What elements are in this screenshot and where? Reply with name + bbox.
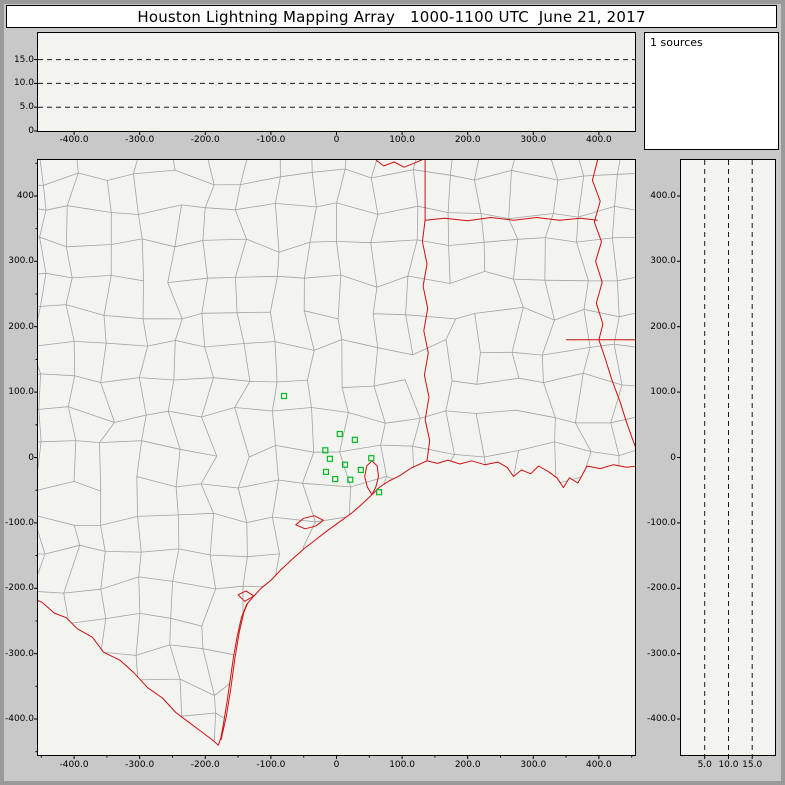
tick-label: 0 [28,126,34,136]
tick-label: 100.0 [389,760,415,770]
altitude-ns-panel[interactable] [677,159,776,759]
tick-label: 10.0 [13,78,34,89]
sources-count-panel: 1 sources [644,32,779,150]
plan-view-map-panel[interactable] [34,159,636,759]
tick-label: -100.0 [256,135,286,145]
lma-station-marker [347,476,354,483]
tick-label: 300.0 [8,256,34,267]
tick-label: 15.0 [742,760,763,770]
tick-label: -200.0 [4,583,34,594]
barrier-island [220,602,249,741]
state-border [375,160,422,168]
page-title: Houston Lightning Mapping Array 1000-110… [137,7,646,26]
tick-label: 400.0 [586,760,612,770]
lma-station-marker [336,430,343,438]
state-border [421,220,431,461]
tick-label: 0 [28,452,34,463]
county-boundaries [38,160,635,746]
tick-label: 400.0 [586,135,612,145]
altitude-ew-plot [34,59,635,135]
tick-label: 300.0 [650,256,676,267]
tick-label: 200.0 [454,135,481,145]
tick-label: -400.0 [59,135,89,145]
tick-label: 300.0 [520,760,547,770]
lma-station-marker [376,489,383,496]
tick-label: -100.0 [647,517,677,528]
tick-label: -400.0 [59,760,89,770]
tick-label: 5.0 [19,102,34,113]
tick-label: 200.0 [454,760,481,770]
tick-label: -200.0 [190,760,220,770]
tick-label: 100.0 [650,387,676,398]
tick-label: 15.0 [13,54,34,65]
state-borders-and-coast [38,160,635,746]
tick-label: -400.0 [647,714,677,725]
altitude-ew-axis-ticks [34,59,600,135]
tick-label: -300.0 [647,648,677,659]
tick-label: -100.0 [256,760,286,770]
plan-view-map [34,160,635,759]
lma-station-marker [322,468,330,475]
tick-label: 100.0 [389,135,415,145]
state-border [425,217,598,222]
map-axis-ticks [34,162,633,759]
tick-label: 300.0 [520,135,547,145]
tick-label: 0 [670,452,676,463]
altitude-ew-panel[interactable] [34,32,636,135]
tick-label: 5.0 [697,760,712,770]
lma-station-marker [280,392,288,400]
altitude-ew-gridlines [38,59,635,108]
altitude-ns-plot [677,160,753,759]
tick-label: -200.0 [647,583,677,594]
tick-label: 100.0 [8,387,34,398]
tick-label: 200.0 [650,321,676,332]
lma-station-marker [332,476,339,483]
coastline [38,459,635,746]
tick-label: -200.0 [190,135,220,145]
tick-label: 400.0 [650,190,676,201]
tick-label: -100.0 [4,517,34,528]
lma-station-marker [326,455,333,462]
tick-label: -300.0 [125,135,155,145]
tick-label: 10.0 [718,760,739,770]
tick-label: 400 [16,190,34,201]
tick-label: 200.0 [8,321,34,332]
tick-label: -400.0 [4,714,34,725]
title-bar: Houston Lightning Mapping Array 1000-110… [6,5,777,28]
sources-count-label: 1 sources [650,36,703,49]
tick-label: -300.0 [4,648,34,659]
lma-station-marker [357,466,364,473]
bay-outline [237,590,255,602]
lma-station-marker [341,461,349,468]
tick-label: -300.0 [125,760,155,770]
lma-station-marker [368,455,375,462]
tick-label: 0 [333,760,340,770]
tick-label: 0 [333,135,340,145]
river [591,160,635,448]
lma-station-marker [322,447,329,454]
bay-outline [295,515,324,530]
altitude-ns-axis-ticks [677,195,753,759]
lma-station-marker [351,436,358,443]
altitude-ns-gridlines [704,160,753,755]
lma-stations [280,392,383,496]
